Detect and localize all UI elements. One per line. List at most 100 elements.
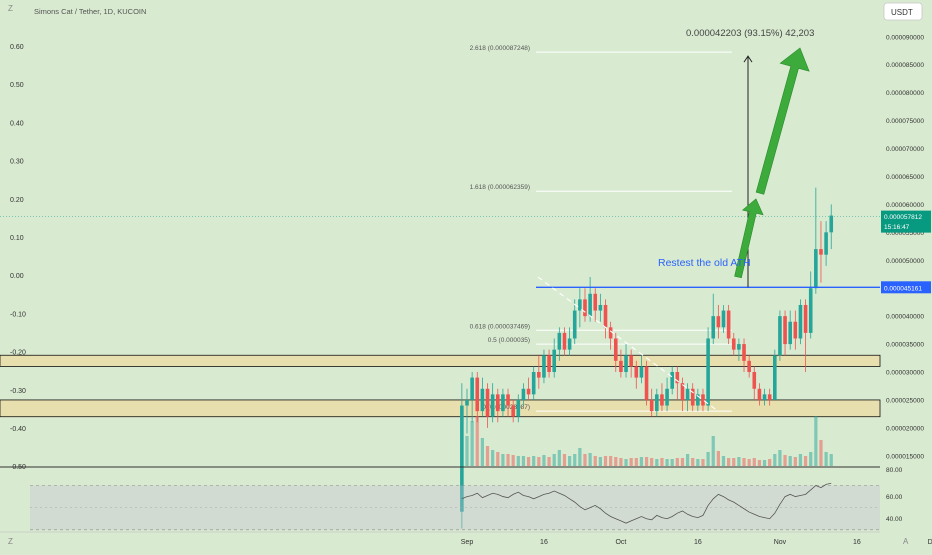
candle-body <box>773 355 777 400</box>
candle-body <box>531 372 536 395</box>
overlay-layer <box>0 47 880 468</box>
candle-body <box>639 366 644 378</box>
volume-bar <box>747 459 751 466</box>
candle-body <box>516 399 521 417</box>
candle-body <box>619 360 623 373</box>
candle-body <box>655 394 659 412</box>
volume-bar <box>706 452 710 466</box>
right-axis-tick: 0.000015000 <box>886 453 924 460</box>
volume-bar <box>573 454 577 466</box>
volume-bar <box>562 454 567 466</box>
candle-body <box>562 332 567 350</box>
candle-body <box>762 394 767 400</box>
volume-bar <box>701 459 705 466</box>
right-axis-tick: 0.000020000 <box>886 425 924 432</box>
x-axis-tick: Sep <box>461 539 474 546</box>
volume-bar <box>496 452 500 466</box>
brand-z-icon: Z <box>8 4 13 13</box>
support-zone <box>0 399 881 418</box>
candle-body <box>511 405 515 417</box>
candle-body <box>767 394 772 400</box>
candle-body <box>644 366 649 400</box>
candle-body <box>726 310 731 339</box>
volume-bar <box>542 455 546 466</box>
candle-body <box>547 355 551 373</box>
left-axis-tick: -0.10 <box>10 311 26 318</box>
candle-body <box>608 327 613 339</box>
candle-body <box>670 372 674 389</box>
left-axis: 0.60 0.50 0.40 0.30 0.20 0.10 0.00 -0.10 -0.20 -0… <box>10 44 26 471</box>
candle-body <box>752 372 757 389</box>
x-axis-tick: Dec <box>928 539 932 546</box>
volume-bar <box>619 458 623 466</box>
right-axis-tick: 0.000050000 <box>886 258 924 265</box>
right-axis-tick: 0.000030000 <box>886 370 924 377</box>
volume-bar <box>768 459 772 466</box>
volume-bar <box>639 457 644 466</box>
green-arrow-small <box>734 198 764 279</box>
volume-bar <box>521 456 526 466</box>
candle-body <box>803 304 808 333</box>
ath-price-badge-bg <box>881 281 931 294</box>
volume-bar <box>798 454 803 466</box>
last-price-badge-bg <box>881 210 931 233</box>
volume-bar <box>506 454 510 466</box>
volume-bar <box>685 454 690 466</box>
candle-body <box>660 394 664 406</box>
right-axis-tick: 0.000035000 <box>886 342 924 349</box>
volume-bar <box>742 458 746 466</box>
candle-body <box>808 288 813 333</box>
x-axis: Sep16Oct16Nov16Dec162025 <box>461 539 932 546</box>
candle-body <box>567 338 572 350</box>
target-measure-text: 0.000042203 (93.15%) 42,203 <box>686 28 814 39</box>
candle-body <box>793 321 798 339</box>
left-axis-tick: 0.60 <box>10 44 24 51</box>
volume-bar <box>737 457 741 466</box>
fib-label: 0.5 (0.000035) <box>488 337 530 344</box>
candle-body <box>521 388 526 400</box>
volume-bar <box>634 458 638 466</box>
candle-body <box>495 394 500 412</box>
fib-label: 1.618 (0.000062359) <box>470 184 530 191</box>
annotation-ath-text: Restest the old ATH <box>658 257 751 269</box>
ath-price-badge: 0.000045161 <box>881 281 931 294</box>
candle-body <box>819 249 823 255</box>
candle-body <box>465 399 469 406</box>
volume-bar <box>598 457 602 466</box>
volume-bar <box>629 458 633 466</box>
left-axis-tick: -0.20 <box>10 350 26 357</box>
candle-body <box>685 388 690 400</box>
volume-bar <box>675 458 679 466</box>
candle-body <box>593 293 598 311</box>
right-axis-tick: 0.000090000 <box>886 34 924 41</box>
volume-bar <box>568 456 572 466</box>
volume-bar <box>752 458 756 466</box>
candle-body <box>747 360 751 373</box>
candle-body <box>824 232 828 255</box>
right-axis-tick: 0.000070000 <box>886 146 924 153</box>
volume-bar <box>793 457 797 466</box>
volume-bar <box>711 436 715 466</box>
volume-bar <box>480 438 484 466</box>
candle-body <box>742 344 746 361</box>
left-axis-tick: -0.40 <box>10 426 26 433</box>
candle-body <box>634 366 639 378</box>
volume-bar <box>624 459 628 466</box>
candle-body <box>814 249 818 289</box>
volume-bar <box>660 458 664 466</box>
candle-body <box>480 388 485 412</box>
volume-bar <box>803 456 808 466</box>
right-axis-tick: 0.000040000 <box>886 314 924 321</box>
fib-label: 2.618 (0.000087248) <box>470 45 530 52</box>
currency-button[interactable]: USDT <box>883 2 923 21</box>
candle-body <box>624 355 628 373</box>
auto-scale-icon[interactable]: A <box>903 537 909 546</box>
trend-line <box>537 276 719 412</box>
candle-body <box>629 355 633 367</box>
candle-body <box>711 316 716 339</box>
rsi-axis-tick-top: 80.00 <box>886 467 903 474</box>
candle-body <box>706 338 710 406</box>
volume-bar <box>716 451 720 466</box>
volume-bar <box>665 459 669 466</box>
